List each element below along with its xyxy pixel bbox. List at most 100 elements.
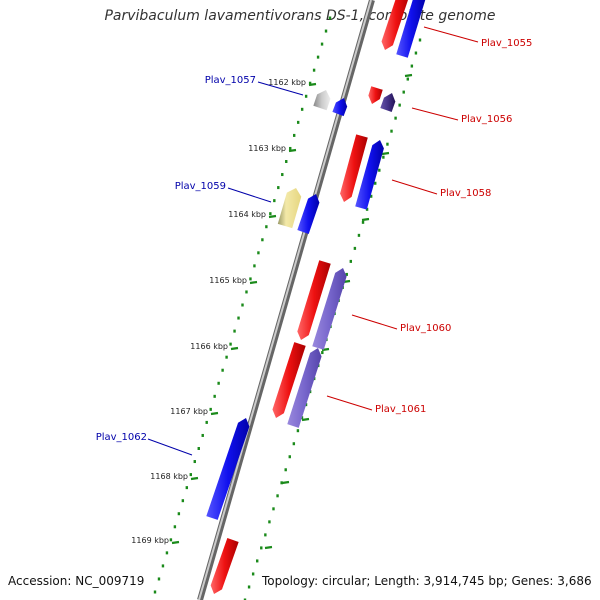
track-dot [316, 55, 320, 59]
kbp-tick-label: 1166 kbp [190, 342, 228, 351]
label-leader [147, 438, 193, 456]
track-dot [276, 494, 279, 498]
label-leader [351, 314, 398, 330]
track-dot [261, 238, 264, 242]
genome-backbone [197, 0, 375, 600]
label-leader [227, 187, 272, 203]
track-tick [404, 73, 413, 78]
track-dot [321, 351, 324, 355]
gene-plav-1056-red [368, 86, 383, 104]
gene-plav-1058-blue [355, 140, 384, 210]
track-tick [381, 151, 390, 156]
track-dot [281, 173, 284, 177]
track-dot [243, 598, 247, 600]
track-dot [257, 251, 260, 255]
track-dot [253, 264, 256, 268]
track-dot [193, 460, 196, 464]
gene-plav-1061-red [272, 342, 306, 418]
kbp-tick [268, 214, 277, 219]
track-dot [296, 429, 300, 433]
track-dot [365, 207, 369, 211]
track-dot [414, 51, 418, 55]
gene-label-plav-1057[interactable]: Plav_1057 [205, 75, 256, 86]
track-dot [374, 181, 377, 185]
track-dot [169, 538, 173, 542]
track-dot [300, 416, 304, 420]
track-dot [382, 155, 385, 159]
kbp-tick-label: 1168 kbp [150, 472, 188, 481]
gene-label-plav-1056[interactable]: Plav_1056 [461, 114, 512, 125]
track-dot [217, 381, 220, 385]
track-dot [181, 499, 185, 503]
track-dot [264, 533, 267, 537]
track-tick [264, 545, 273, 550]
track-dot [357, 233, 361, 237]
gene-plav-1056-dark [380, 93, 396, 112]
gene-arrows [206, 0, 426, 594]
gene-plav-1059-pale [277, 188, 302, 229]
track-dot [153, 590, 157, 594]
track-dot [277, 186, 280, 190]
track-dot [251, 572, 255, 576]
track-dot [300, 107, 304, 111]
accession-text: Accession: NC_009719 [8, 574, 145, 588]
track-dot [410, 64, 414, 68]
track-dot [345, 272, 348, 276]
gene-plav-1061-lav [287, 348, 322, 428]
kbp-tick [190, 476, 199, 481]
gene-labels[interactable]: Plav_1055 Plav_1057 Plav_1056 Plav_1058 Plav… [96, 38, 533, 443]
gene-bottom-red [210, 538, 239, 594]
track-dot [157, 577, 161, 581]
track-dot [221, 368, 224, 372]
gene-label-plav-1062[interactable]: Plav_1062 [96, 432, 147, 443]
gene-label-plav-1059[interactable]: Plav_1059 [175, 181, 226, 192]
track-dot [197, 447, 200, 450]
track-dot [201, 433, 204, 437]
gene-plav-1059-blue [297, 194, 320, 234]
track-dot [245, 290, 248, 294]
track-dot [268, 520, 271, 524]
backbone-highlight [198, 0, 372, 600]
kbp-tick-label: 1167 kbp [170, 407, 208, 416]
track-dot [308, 81, 312, 85]
track-dot [390, 129, 393, 133]
track-dot [398, 103, 401, 107]
gene-plav-1058-red [340, 134, 368, 202]
track-dot [292, 442, 296, 446]
track-dot [265, 225, 268, 229]
track-dot [418, 38, 422, 42]
label-leader [391, 179, 438, 195]
track-dot [304, 94, 308, 98]
gene-plav-1057-blue [332, 98, 348, 117]
track-dot [328, 16, 332, 20]
track-dot [213, 394, 216, 398]
track-dot [269, 212, 272, 216]
track-dot [320, 42, 324, 46]
track-dot [293, 133, 296, 137]
gene-plav-1062-blue [206, 418, 250, 520]
track-dot [312, 68, 316, 72]
track-dot [237, 316, 240, 320]
gene-label-plav-1058[interactable]: Plav_1058 [440, 188, 491, 199]
track-dot [284, 468, 287, 472]
track-dot [289, 146, 292, 150]
track-dot [233, 329, 236, 333]
track-dot [189, 473, 192, 477]
track-dot [173, 525, 177, 529]
tick-dot-tracks [153, 16, 422, 600]
track-dot [324, 29, 328, 33]
gene-label-plav-1060[interactable]: Plav_1060 [400, 323, 451, 334]
kbp-tick-label: 1165 kbp [209, 276, 247, 285]
kbp-tick [288, 148, 297, 153]
kbp-tick [210, 411, 219, 416]
track-dot [285, 160, 288, 163]
label-leader-lines [147, 26, 479, 456]
kbp-tick-label: 1163 kbp [248, 144, 286, 153]
genome-summary-text: Topology: circular; Length: 3,914,745 bp… [262, 574, 592, 588]
gene-plav-1057-grey [313, 90, 331, 111]
label-leader [423, 26, 479, 43]
gene-label-plav-1055[interactable]: Plav_1055 [481, 38, 532, 49]
kbp-tick [230, 346, 239, 351]
track-dot [225, 355, 228, 359]
gene-label-plav-1061[interactable]: Plav_1061 [375, 404, 426, 415]
